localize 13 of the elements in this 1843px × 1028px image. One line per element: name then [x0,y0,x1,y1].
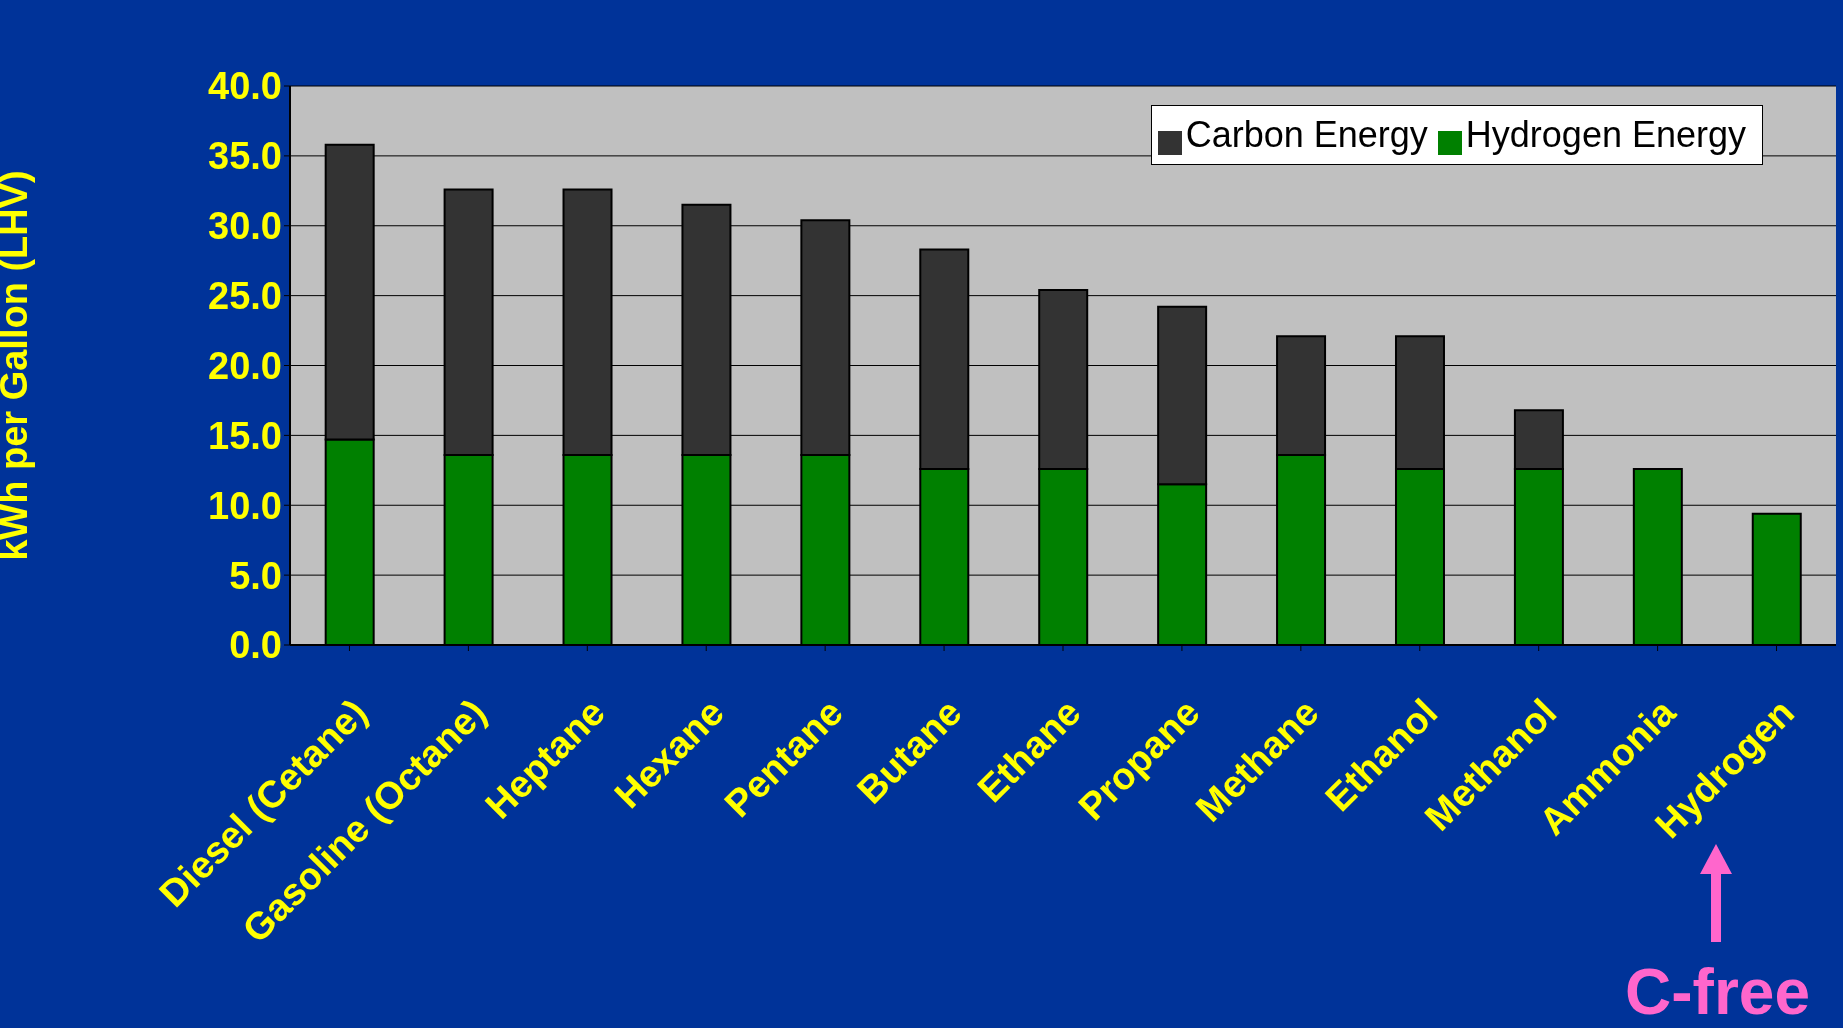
text: C-free [1624,955,1811,1028]
legend-label: Carbon Energy [1185,114,1428,155]
y-tick-label: 25.0 [208,275,282,318]
legend-label: Hydrogen Energy [1465,114,1746,155]
y-tick-label: 10.0 [208,484,282,527]
y-axis-title: kWh per Gallon (LHV) [0,170,36,561]
y-tick-label: 5.0 [229,554,282,597]
y-tick-label: 20.0 [208,344,282,387]
y-tick-label: 30.0 [208,205,282,248]
y-tick-label: 0.0 [229,624,282,667]
y-tick-label: 40.0 [208,65,282,108]
y-tick-label: 15.0 [208,414,282,457]
y-tick-label: 35.0 [208,135,282,178]
